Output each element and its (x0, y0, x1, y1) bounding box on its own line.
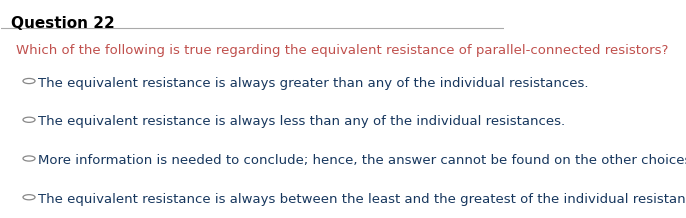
Text: Question 22: Question 22 (12, 16, 115, 31)
Text: The equivalent resistance is always greater than any of the individual resistanc: The equivalent resistance is always grea… (38, 77, 588, 90)
Text: Which of the following is true regarding the equivalent resistance of parallel-c: Which of the following is true regarding… (16, 44, 669, 57)
Text: The equivalent resistance is always between the least and the greatest of the in: The equivalent resistance is always betw… (38, 193, 686, 206)
Text: The equivalent resistance is always less than any of the individual resistances.: The equivalent resistance is always less… (38, 115, 565, 128)
Text: More information is needed to conclude; hence, the answer cannot be found on the: More information is needed to conclude; … (38, 154, 686, 167)
